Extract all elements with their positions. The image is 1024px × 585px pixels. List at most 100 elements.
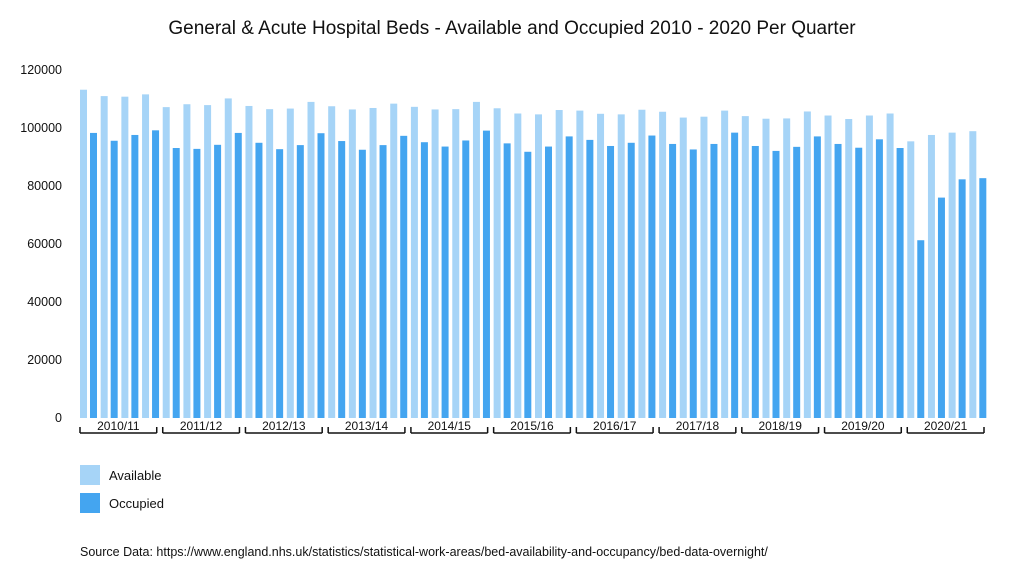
bar-occupied-5 bbox=[193, 148, 201, 418]
bar-occupied-37 bbox=[855, 147, 863, 418]
bar-occupied-27 bbox=[648, 135, 656, 419]
bar-available-29 bbox=[679, 117, 687, 418]
bar-occupied-10 bbox=[296, 145, 304, 419]
legend-swatch-occupied bbox=[80, 493, 100, 513]
bar-available-25 bbox=[597, 113, 605, 418]
y-tick-label: 100000 bbox=[20, 121, 62, 135]
bar-available-34 bbox=[783, 118, 791, 419]
bar-available-36 bbox=[824, 115, 832, 418]
bar-occupied-26 bbox=[627, 142, 635, 419]
legend-item-occupied: Occupied bbox=[80, 493, 164, 513]
bar-available-11 bbox=[307, 101, 315, 419]
bar-occupied-20 bbox=[503, 143, 511, 418]
bar-available-42 bbox=[948, 132, 956, 418]
bar-available-20 bbox=[493, 108, 501, 418]
bar-available-0 bbox=[80, 89, 87, 418]
bar-available-17 bbox=[431, 109, 439, 418]
bar-available-21 bbox=[514, 113, 522, 418]
x-tick-label: 2016/17 bbox=[593, 419, 637, 433]
chart-title: General & Acute Hospital Beds - Availabl… bbox=[168, 18, 856, 39]
bar-available-32 bbox=[741, 116, 749, 419]
bar-occupied-23 bbox=[565, 136, 573, 418]
x-tick-label: 2019/20 bbox=[841, 419, 885, 433]
y-tick-label: 120000 bbox=[20, 63, 62, 77]
bar-occupied-28 bbox=[669, 143, 677, 418]
bar-occupied-18 bbox=[462, 140, 470, 418]
y-tick-label: 40000 bbox=[27, 295, 62, 309]
bar-occupied-33 bbox=[772, 150, 780, 418]
bar-occupied-39 bbox=[896, 148, 904, 418]
bar-occupied-11 bbox=[317, 133, 325, 418]
x-tick-label: 2017/18 bbox=[676, 419, 720, 433]
bar-occupied-25 bbox=[607, 145, 615, 419]
bar-available-14 bbox=[369, 107, 377, 419]
legend-label-available: Available bbox=[109, 467, 162, 483]
bar-occupied-6 bbox=[214, 144, 222, 418]
bar-available-13 bbox=[348, 109, 356, 418]
bar-occupied-29 bbox=[689, 149, 697, 418]
bar-available-12 bbox=[328, 106, 336, 418]
bar-occupied-9 bbox=[276, 149, 284, 419]
x-tick-label: 2018/19 bbox=[758, 419, 802, 433]
x-tick-label: 2013/14 bbox=[345, 419, 389, 433]
bar-available-31 bbox=[721, 110, 729, 418]
bar-occupied-42 bbox=[958, 179, 966, 418]
bar-available-28 bbox=[659, 111, 667, 418]
bar-occupied-40 bbox=[917, 240, 925, 418]
bar-occupied-34 bbox=[793, 146, 801, 418]
bar-occupied-16 bbox=[420, 142, 428, 418]
bar-occupied-41 bbox=[937, 197, 945, 418]
bar-occupied-17 bbox=[441, 146, 449, 418]
bar-available-27 bbox=[638, 109, 646, 418]
x-tick-label: 2011/12 bbox=[180, 419, 223, 433]
bar-occupied-19 bbox=[482, 130, 490, 419]
bar-occupied-3 bbox=[152, 130, 160, 418]
bar-occupied-32 bbox=[751, 145, 759, 419]
bar-available-1 bbox=[100, 96, 108, 418]
bar-occupied-15 bbox=[400, 135, 408, 418]
bar-occupied-0 bbox=[90, 132, 97, 418]
bar-occupied-30 bbox=[710, 143, 718, 418]
legend-swatch-available bbox=[80, 465, 100, 485]
bar-available-8 bbox=[245, 105, 253, 419]
bar-available-7 bbox=[224, 98, 232, 419]
legend-item-available: Available bbox=[80, 465, 162, 485]
bar-occupied-4 bbox=[172, 148, 180, 418]
bar-occupied-21 bbox=[524, 151, 532, 418]
bar-occupied-14 bbox=[379, 145, 387, 419]
y-tick-label: 20000 bbox=[27, 353, 62, 367]
bar-available-6 bbox=[204, 105, 212, 418]
x-tick-label: 2020/21 bbox=[924, 419, 968, 433]
bar-available-23 bbox=[555, 110, 563, 419]
bar-available-33 bbox=[762, 118, 770, 418]
y-tick-label: 80000 bbox=[27, 179, 62, 193]
bar-occupied-1 bbox=[110, 140, 118, 418]
bar-available-30 bbox=[700, 116, 708, 418]
bar-available-9 bbox=[266, 109, 274, 419]
bar-occupied-35 bbox=[813, 136, 821, 418]
bar-available-5 bbox=[183, 104, 191, 418]
bar-available-24 bbox=[576, 110, 584, 418]
bar-occupied-22 bbox=[545, 146, 552, 418]
bar-occupied-13 bbox=[358, 149, 366, 418]
bar-occupied-31 bbox=[731, 132, 739, 418]
bar-available-22 bbox=[535, 114, 542, 419]
bar-available-41 bbox=[927, 134, 935, 418]
bar-available-43 bbox=[969, 131, 977, 418]
bar-available-2 bbox=[121, 96, 129, 419]
bar-occupied-43 bbox=[979, 178, 987, 418]
y-tick-label: 60000 bbox=[27, 237, 62, 251]
bar-available-39 bbox=[886, 113, 894, 418]
x-tick-label: 2010/11 bbox=[97, 419, 140, 433]
bar-available-35 bbox=[803, 111, 811, 418]
bar-available-40 bbox=[907, 141, 915, 418]
bar-occupied-38 bbox=[875, 139, 883, 418]
x-tick-label: 2014/15 bbox=[428, 419, 472, 433]
x-tick-label: 2015/16 bbox=[510, 419, 554, 433]
legend-label-occupied: Occupied bbox=[109, 495, 164, 511]
bar-available-37 bbox=[845, 119, 853, 418]
bar-occupied-36 bbox=[834, 143, 842, 418]
bar-occupied-7 bbox=[234, 132, 242, 418]
source-note: Source Data: https://www.england.nhs.uk/… bbox=[80, 545, 768, 559]
